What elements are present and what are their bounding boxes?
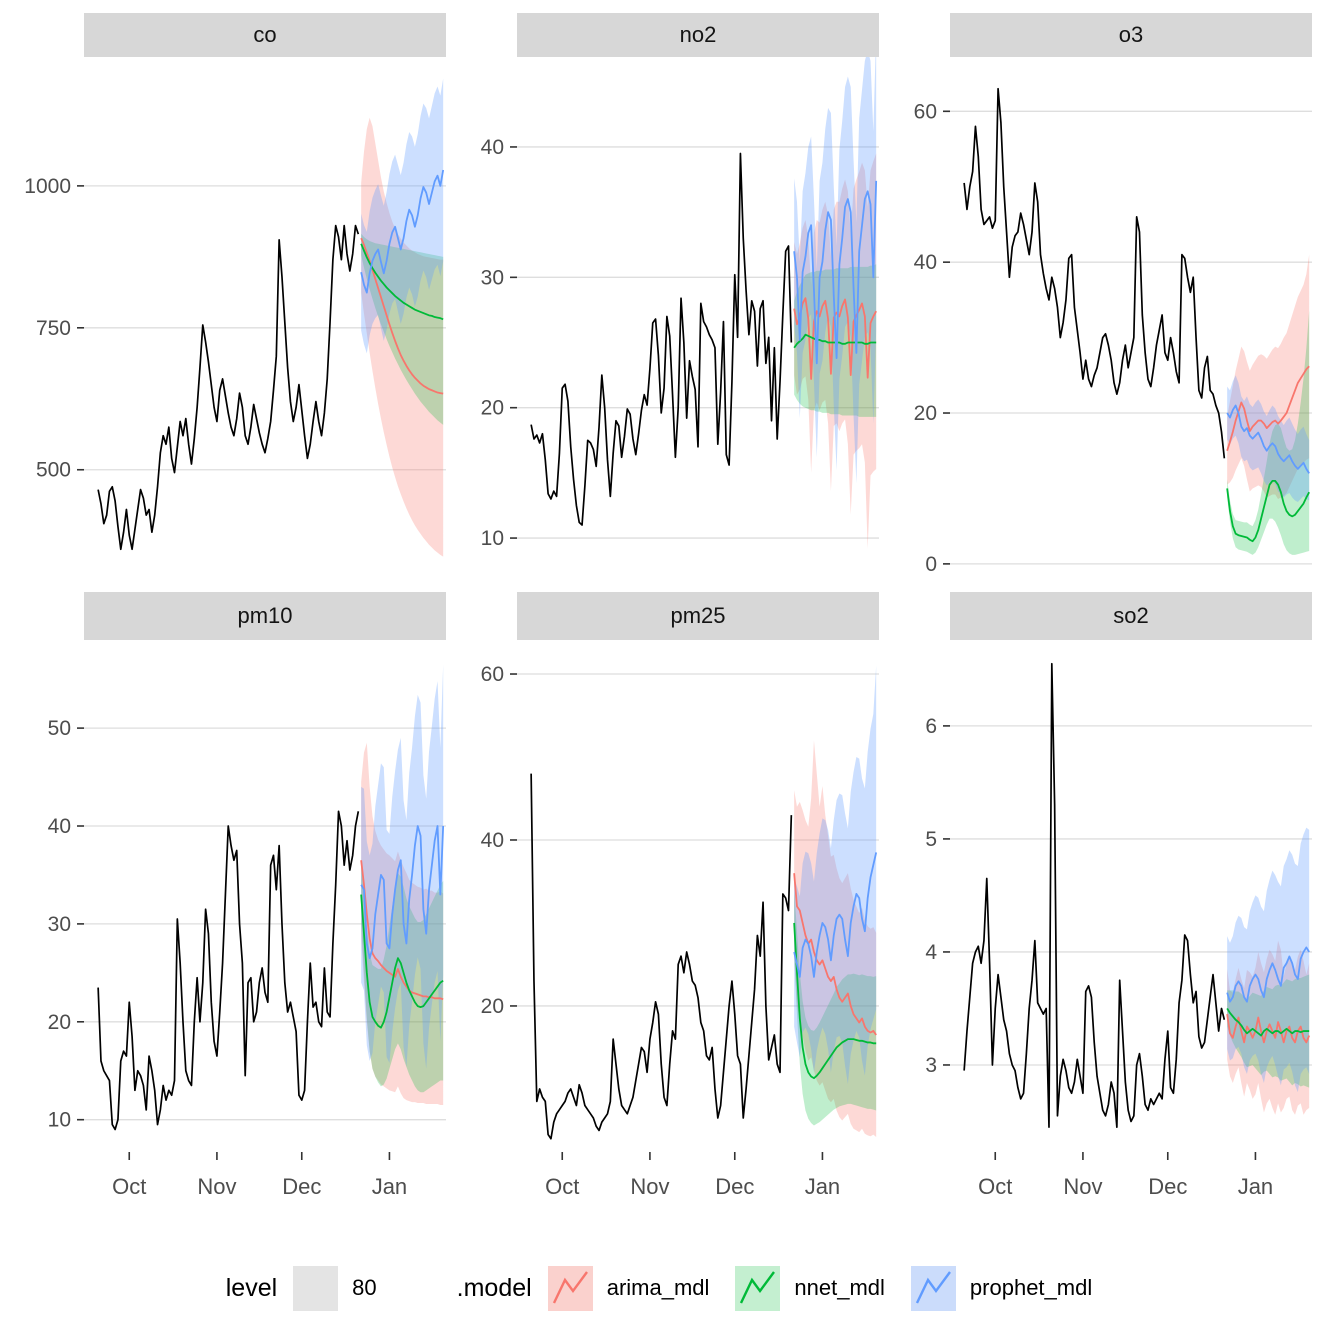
forecast-line-arima_mdl <box>1226 1013 1311 1044</box>
y-tick-label: 50 <box>48 717 71 740</box>
forecast-line-prophet_mdl <box>1226 404 1310 474</box>
x-tick-label: Nov <box>197 1174 236 1199</box>
y-tick-label: 5 <box>925 828 937 851</box>
facet-strip-pm25: pm25 <box>517 592 879 640</box>
facet-strip-so2: so2 <box>950 592 1312 640</box>
facet-panel-no2: 10 20 30 40 <box>481 57 879 550</box>
forecast-line-nnet_mdl <box>360 243 444 321</box>
forecast-line-prophet_mdl <box>1226 946 1310 1003</box>
ribbon-prophet_mdl <box>1227 375 1310 503</box>
observed-line <box>97 810 360 1131</box>
y-tick-label: 6 <box>925 715 937 738</box>
x-tick-label: Dec <box>282 1174 321 1199</box>
forecast-line-nnet_mdl <box>1226 480 1310 543</box>
facet-panel-so2: 3 4 5 6 Oct Nov Dec Jan <box>925 662 1312 1199</box>
legend-label-nnet: nnet_mdl <box>794 1275 885 1300</box>
x-tick-label: Oct <box>978 1174 1012 1199</box>
y-tick-label: 20 <box>481 397 504 420</box>
x-tick-label: Oct <box>545 1174 579 1199</box>
facet-title: pm25 <box>670 603 726 628</box>
x-tick-label: Jan <box>805 1174 840 1199</box>
y-tick-label: 10 <box>481 527 504 550</box>
ribbon-prophet_mdl <box>1227 827 1310 1093</box>
forecast-line-prophet_mdl <box>793 852 878 978</box>
facet-panel-o3: 0 20 40 60 <box>914 87 1312 576</box>
y-tick-label: 30 <box>481 266 504 289</box>
y-tick-label: 20 <box>48 1011 71 1034</box>
facet-strip-co: co <box>84 13 446 57</box>
facet-strip-no2: no2 <box>517 13 879 57</box>
ribbon-prophet_mdl <box>361 664 444 1069</box>
legend-label-arima: arima_mdl <box>606 1275 710 1300</box>
ribbon-arima_mdl <box>361 742 444 1106</box>
y-tick-label: 40 <box>481 136 504 159</box>
y-tick-label: 500 <box>36 459 71 482</box>
legend-label-prophet: prophet_mdl <box>969 1275 1093 1300</box>
x-tick-label: Dec <box>1148 1174 1187 1199</box>
facet-title: so2 <box>1113 603 1149 628</box>
y-tick-label: 20 <box>914 402 937 425</box>
forecast-line-nnet_mdl <box>360 894 444 1029</box>
y-tick-label: 750 <box>36 317 71 340</box>
legend-model-title: .model <box>456 1273 532 1302</box>
plot-legend: level 80 .model arima_mdl nnet_mdl proph… <box>0 1258 1344 1318</box>
ribbon-nnet_mdl <box>1227 310 1310 555</box>
observed-line <box>530 773 793 1140</box>
ribbon-prophet_mdl <box>361 78 444 354</box>
facet-title: pm10 <box>237 603 293 628</box>
x-tick-label: Jan <box>372 1174 407 1199</box>
ribbon-arima_mdl <box>794 740 877 1138</box>
forecast-line-arima_mdl <box>1226 365 1310 452</box>
facet-title: co <box>253 22 277 47</box>
y-tick-label: 40 <box>481 829 504 852</box>
facet-panel-co: 500 750 1000 <box>24 78 446 557</box>
y-tick-label: 30 <box>48 913 71 936</box>
ribbon-arima_mdl <box>361 117 444 557</box>
ribbon-prophet_mdl <box>794 57 877 484</box>
facet-panel-pm10: 10 20 30 40 50 Oct Nov Dec Jan <box>48 664 446 1199</box>
facet-title: no2 <box>679 22 717 47</box>
y-tick-label: 10 <box>48 1109 71 1132</box>
y-tick-label: 60 <box>481 663 504 686</box>
x-tick-label: Jan <box>1238 1174 1273 1199</box>
legend-level-swatch <box>293 1265 339 1311</box>
legend-level-title: level <box>225 1273 278 1302</box>
y-tick-label: 1000 <box>24 175 71 198</box>
forecast-line-prophet_mdl <box>360 169 445 294</box>
y-tick-label: 20 <box>481 995 504 1018</box>
legend-key-prophet-icon <box>910 1265 956 1311</box>
observed-line <box>530 152 793 526</box>
observed-line <box>97 224 360 551</box>
legend-key-nnet-icon <box>735 1265 781 1311</box>
x-tick-label: Oct <box>112 1174 146 1199</box>
x-tick-label: Dec <box>715 1174 754 1199</box>
forecast-line-nnet_mdl <box>1226 1007 1310 1037</box>
x-tick-label: Nov <box>1063 1174 1102 1199</box>
y-tick-label: 60 <box>914 100 937 123</box>
facet-panel-pm25: 20 40 60 Oct Nov Dec Jan <box>481 663 879 1199</box>
legend-level-value: 80 <box>352 1275 377 1300</box>
y-tick-label: 4 <box>925 941 937 964</box>
ribbon-arima_mdl <box>1227 254 1310 500</box>
y-tick-label: 40 <box>48 815 71 838</box>
ribbon-arima_mdl <box>794 153 877 549</box>
x-tick-label: Nov <box>630 1174 669 1199</box>
forecast-line-prophet_mdl <box>360 825 445 960</box>
y-tick-label: 0 <box>925 553 937 576</box>
forecast-line-prophet_mdl <box>793 180 878 365</box>
facet-strip-o3: o3 <box>950 13 1312 57</box>
legend-key-arima-icon <box>547 1265 593 1311</box>
ribbon-nnet_mdl <box>794 889 877 1126</box>
y-tick-label: 3 <box>925 1054 937 1077</box>
facet-title: o3 <box>1118 22 1144 47</box>
facet-strip-pm10: pm10 <box>84 592 446 640</box>
forecast-line-nnet_mdl <box>793 922 877 1080</box>
forecast-line-arima_mdl <box>360 237 444 395</box>
observed-line <box>963 87 1226 459</box>
observed-line <box>963 662 1226 1128</box>
ribbon-prophet_mdl <box>794 665 877 1084</box>
y-tick-label: 40 <box>914 251 937 274</box>
